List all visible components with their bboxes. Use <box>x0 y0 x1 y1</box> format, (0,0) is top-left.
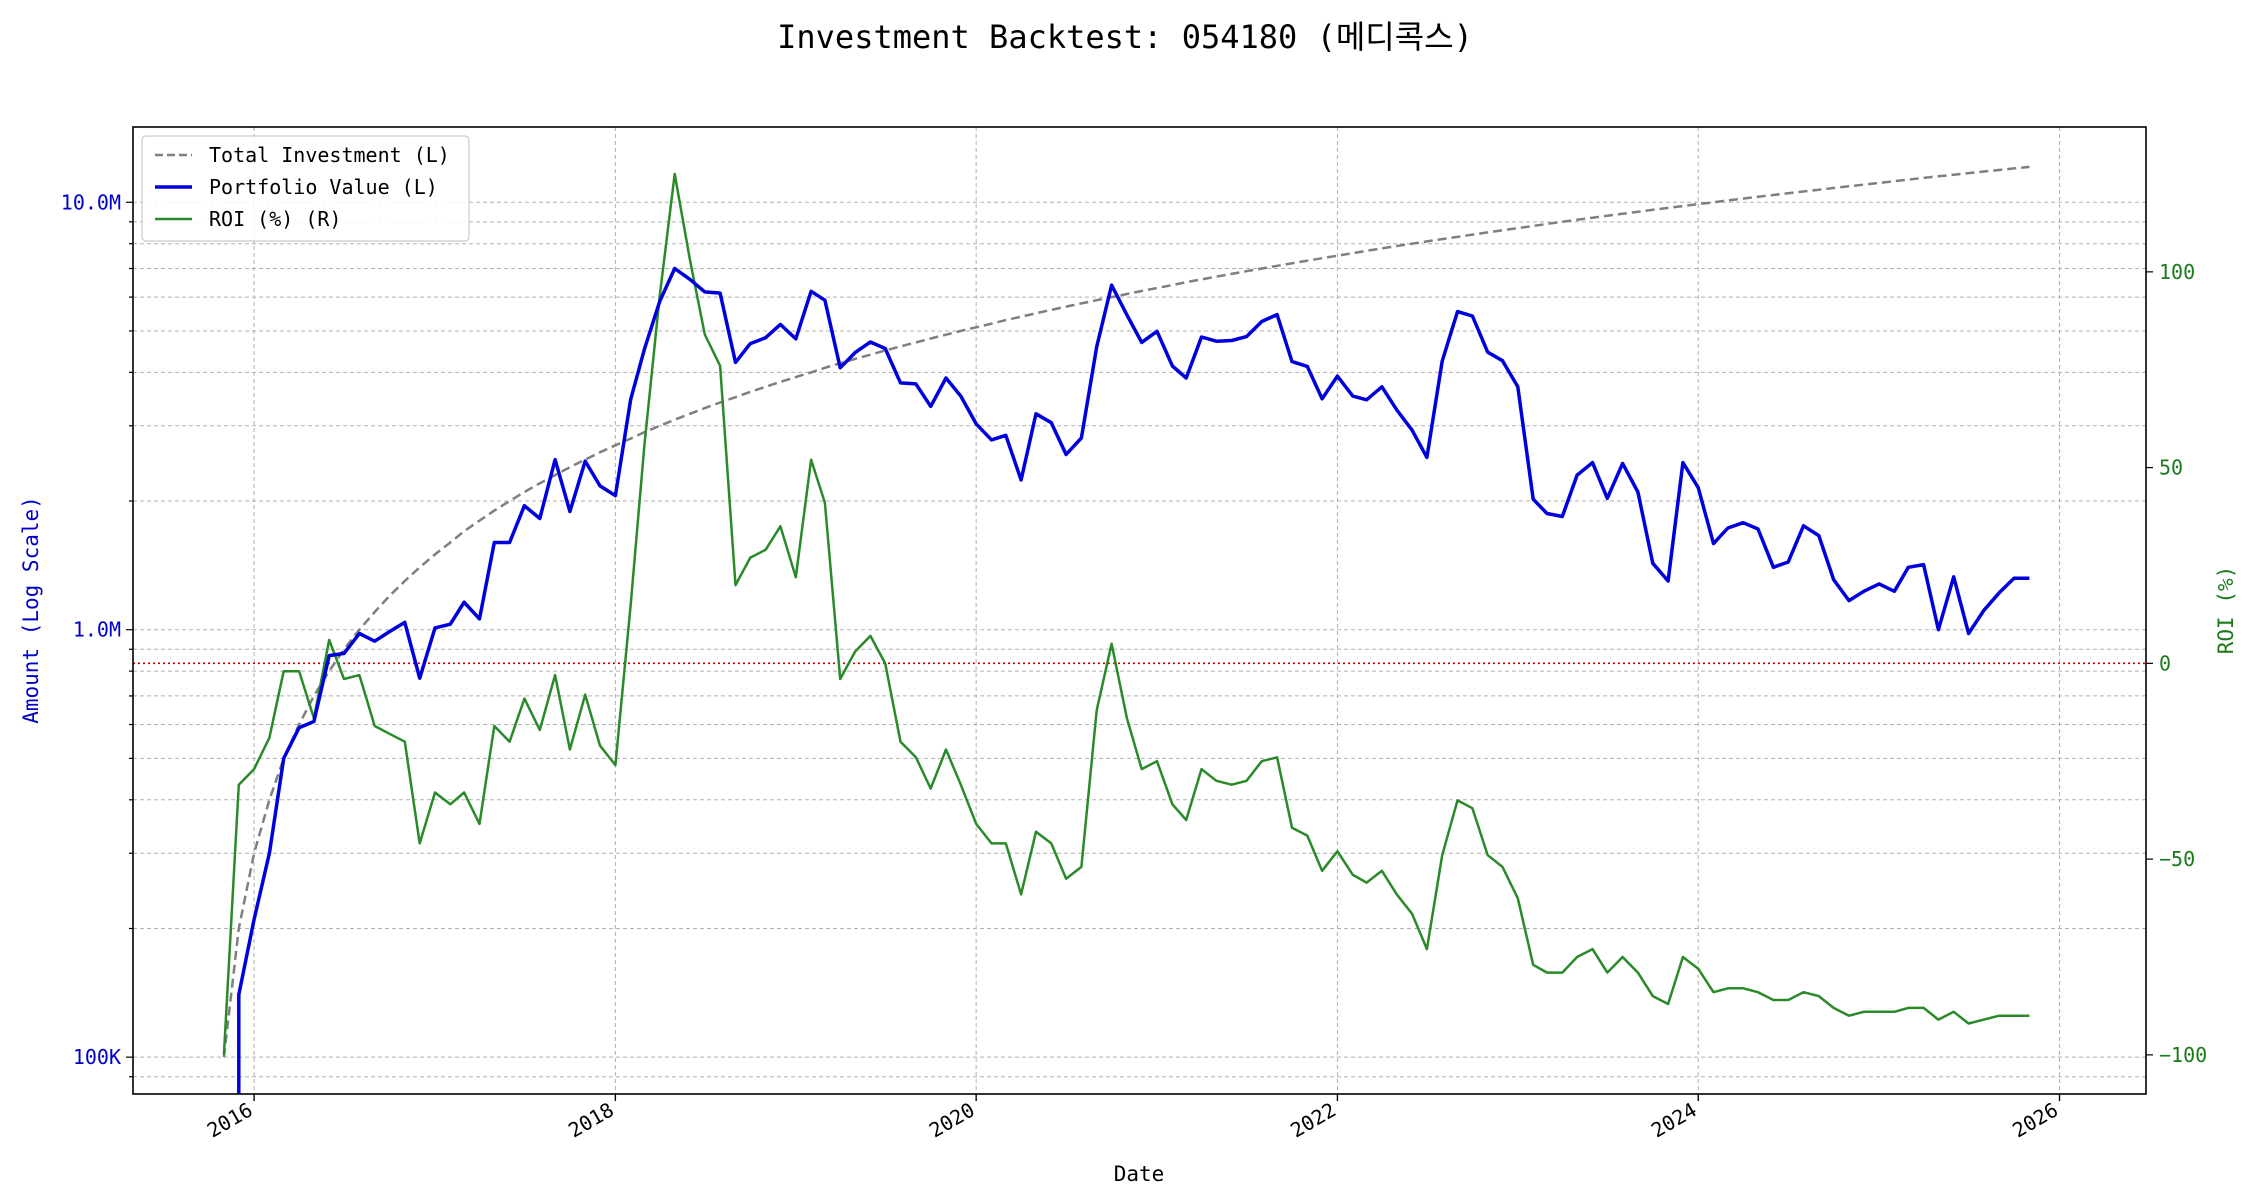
legend-box <box>141 135 470 242</box>
y-left-tick-label: 1.0M <box>73 618 121 642</box>
series-roi-line <box>222 172 2030 1055</box>
y-right-tick-label: 100 <box>2159 260 2195 284</box>
y-left-axis-label: Amount (Log Scale) <box>19 496 43 724</box>
legend-label-roi: ROI (%) (R) <box>209 207 341 231</box>
grid <box>133 127 2146 1094</box>
y-left-tick-label: 100K <box>73 1045 121 1069</box>
legend-label-portfolio-value: Portfolio Value (L) <box>209 175 438 199</box>
chart-title: Investment Backtest: 054180 (메디콕스) <box>777 18 1473 56</box>
y-right-axis-label: ROI (%) <box>2214 566 2238 655</box>
legend-label-total-investment: Total Investment (L) <box>209 143 450 167</box>
y-right-tick-label: 50 <box>2159 456 2183 480</box>
y-left-tick-label: 10.0M <box>61 190 121 214</box>
legend: Total Investment (L) Portfolio Value (L)… <box>141 135 470 242</box>
plot-frame <box>132 126 2147 1095</box>
y-right-tick-label: 0 <box>2159 651 2171 675</box>
series-total-investment-line <box>222 165 2030 1058</box>
y-right-tick-label: −50 <box>2159 847 2195 871</box>
series-lines <box>133 165 2146 1094</box>
y-right-tick-label: −100 <box>2159 1043 2207 1067</box>
series-portfolio-value-line <box>237 266 2030 1094</box>
x-axis-label: Date <box>1114 1162 1165 1186</box>
